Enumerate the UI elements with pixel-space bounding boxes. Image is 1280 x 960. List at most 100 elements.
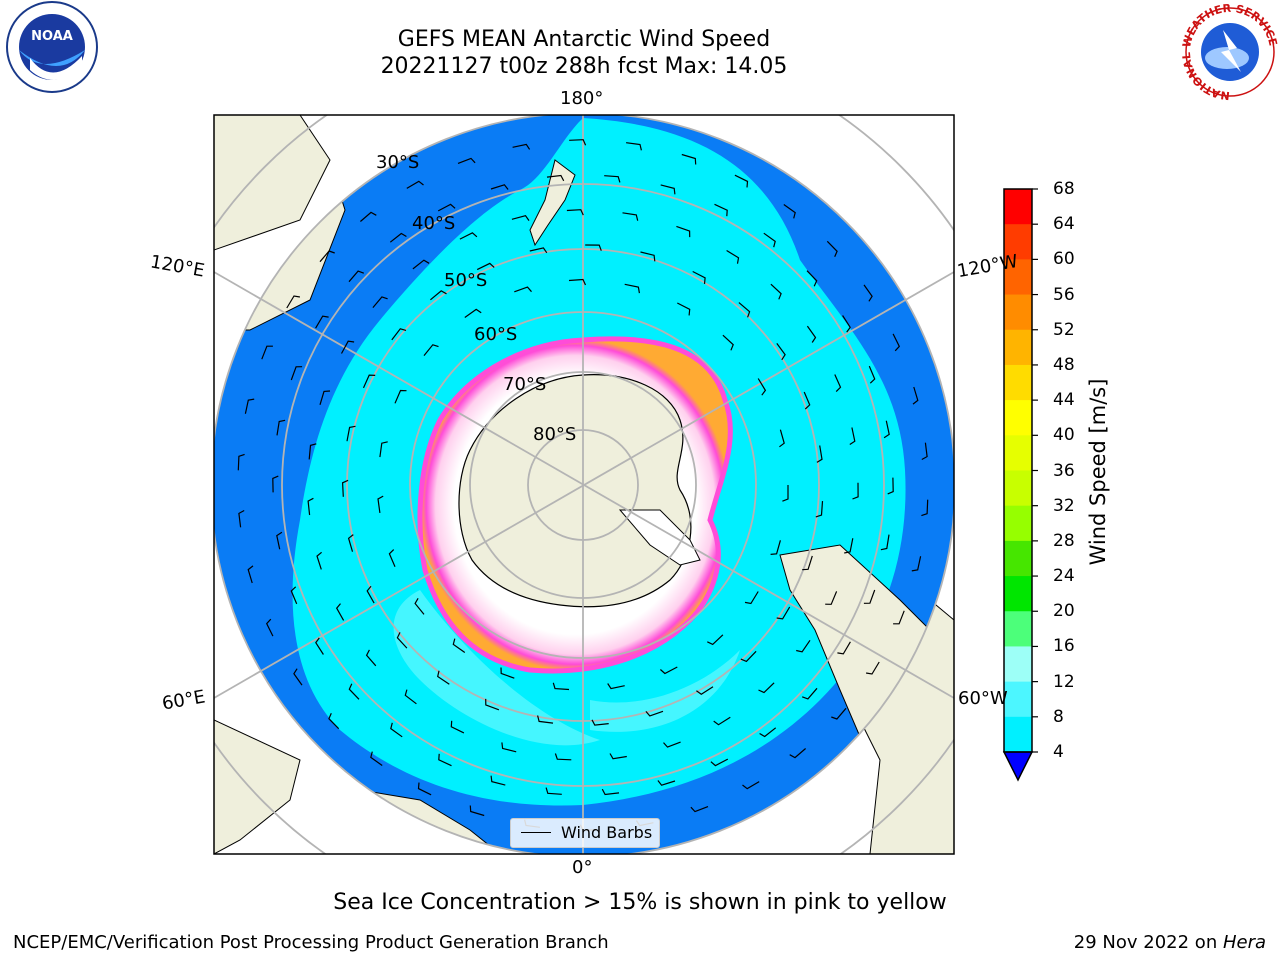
- wind-barb: [372, 296, 388, 308]
- wind-barb: [514, 286, 532, 293]
- wind-barb: [921, 499, 929, 517]
- wind-barb: [831, 707, 847, 720]
- wind-barb: [568, 278, 587, 286]
- wind-barb: [276, 419, 286, 436]
- wind-barb: [537, 715, 554, 724]
- wind-barb: [452, 638, 466, 653]
- map-gridlines: [214, 115, 954, 854]
- colorbar-segment: [1004, 576, 1032, 612]
- wind-barb: [801, 687, 818, 700]
- wind-barb: [640, 251, 656, 262]
- wind-barb: [459, 232, 478, 240]
- wind-barb: [710, 758, 729, 767]
- wind-barb: [272, 475, 279, 493]
- wind-barb: [319, 390, 331, 405]
- wind-barb: [887, 477, 894, 495]
- wind-barb: [340, 340, 355, 354]
- wind-barb: [676, 225, 691, 238]
- wind-barb: [247, 565, 254, 584]
- wind-barb: [406, 180, 424, 189]
- meridian-label-60w: 60°W: [958, 688, 1008, 709]
- wind-barb: [806, 270, 818, 287]
- wind-barb: [883, 420, 890, 439]
- wind-barb: [609, 753, 627, 760]
- wind-barb: [347, 534, 354, 552]
- wind-barb: [722, 334, 734, 351]
- colorbar-tick-label: 24: [1053, 566, 1075, 587]
- colorbar-tick-label: 40: [1053, 425, 1075, 446]
- wind-barb: [457, 157, 476, 164]
- wind-barb: [744, 591, 759, 605]
- wind-barb: [660, 184, 676, 195]
- wind-barb: [776, 606, 791, 620]
- parallel-label-50s: 50°S: [444, 270, 488, 291]
- colorbar-segment: [1004, 611, 1032, 647]
- wind-barb: [921, 442, 928, 461]
- colorbar-tick-label: 8: [1053, 706, 1064, 727]
- wind-barb: [346, 425, 356, 442]
- wind-barb: [238, 509, 245, 528]
- wind-barb: [789, 748, 806, 759]
- colorbar-segment: [1004, 400, 1032, 436]
- wind-barb: [868, 365, 876, 384]
- wind-barb: [825, 591, 838, 605]
- wind-barb: [622, 212, 639, 221]
- wind-barb: [738, 302, 751, 318]
- wind-barb: [742, 781, 760, 790]
- wind-barb: [546, 174, 565, 182]
- wind-barb: [394, 389, 407, 404]
- wind-barb: [759, 727, 777, 738]
- colorbar-segment: [1004, 364, 1032, 401]
- parallel-label-70s: 70°S: [503, 374, 547, 395]
- wind-barb: [308, 443, 317, 460]
- map-title: GEFS MEAN Antarctic Wind Speed: [397, 27, 771, 52]
- wind-barb: [863, 589, 876, 604]
- wind-barb: [464, 308, 482, 318]
- antarctic-peninsula-ice: [618, 509, 701, 566]
- wind-barb: [328, 713, 340, 730]
- wind-barb: [396, 632, 408, 649]
- wind-barb: [360, 211, 377, 222]
- colorbar-under-arrow: [1002, 751, 1034, 782]
- wind-barb: [511, 215, 530, 221]
- wind-barb: [389, 232, 407, 243]
- colorbar-tick-label: 16: [1053, 636, 1075, 657]
- wind-barb: [585, 244, 602, 251]
- wind-barb: [863, 284, 873, 302]
- wind-barb: [490, 184, 509, 190]
- land-new-zealand: [529, 159, 576, 247]
- colorbar-segment: [1004, 505, 1032, 542]
- wind-barb: [893, 610, 905, 625]
- footer-host: Hera: [1222, 932, 1266, 953]
- footer-date: 29 Nov 2022 on Hera: [1073, 932, 1266, 953]
- wind-barb: [758, 682, 775, 694]
- wind-barb: [624, 283, 640, 294]
- wind-barb: [713, 716, 731, 726]
- parallel-label-40s: 40°S: [412, 213, 456, 234]
- wind-barb: [569, 139, 587, 146]
- wind-barb: [438, 753, 452, 767]
- wind-barb: [645, 710, 664, 717]
- wind-barb: [437, 203, 456, 212]
- wind-barb: [290, 586, 298, 605]
- wind-barb: [677, 302, 691, 316]
- wind-barb: [490, 775, 506, 786]
- wind-barb: [545, 787, 562, 795]
- wind-barb: [607, 683, 625, 690]
- colorbar-segment: [1004, 224, 1032, 260]
- wind-barb: [485, 698, 500, 711]
- wind-barb: [757, 378, 767, 396]
- wind-barb: [815, 501, 824, 518]
- wind-barb: [566, 209, 584, 216]
- wind-barb: [348, 683, 360, 700]
- meridian-label-180: 180°: [560, 88, 604, 109]
- meridian-label-0: 0°: [572, 857, 593, 878]
- colorbar-segment: [1004, 646, 1032, 683]
- wind-barb: [681, 153, 697, 165]
- wind-barb: [423, 344, 439, 356]
- wind-barb: [276, 531, 283, 550]
- colorbar-tick-label: 68: [1053, 179, 1075, 199]
- colorbar-tick-label: 32: [1053, 495, 1075, 516]
- wind-barb: [365, 649, 377, 667]
- wind-barb: [591, 719, 609, 726]
